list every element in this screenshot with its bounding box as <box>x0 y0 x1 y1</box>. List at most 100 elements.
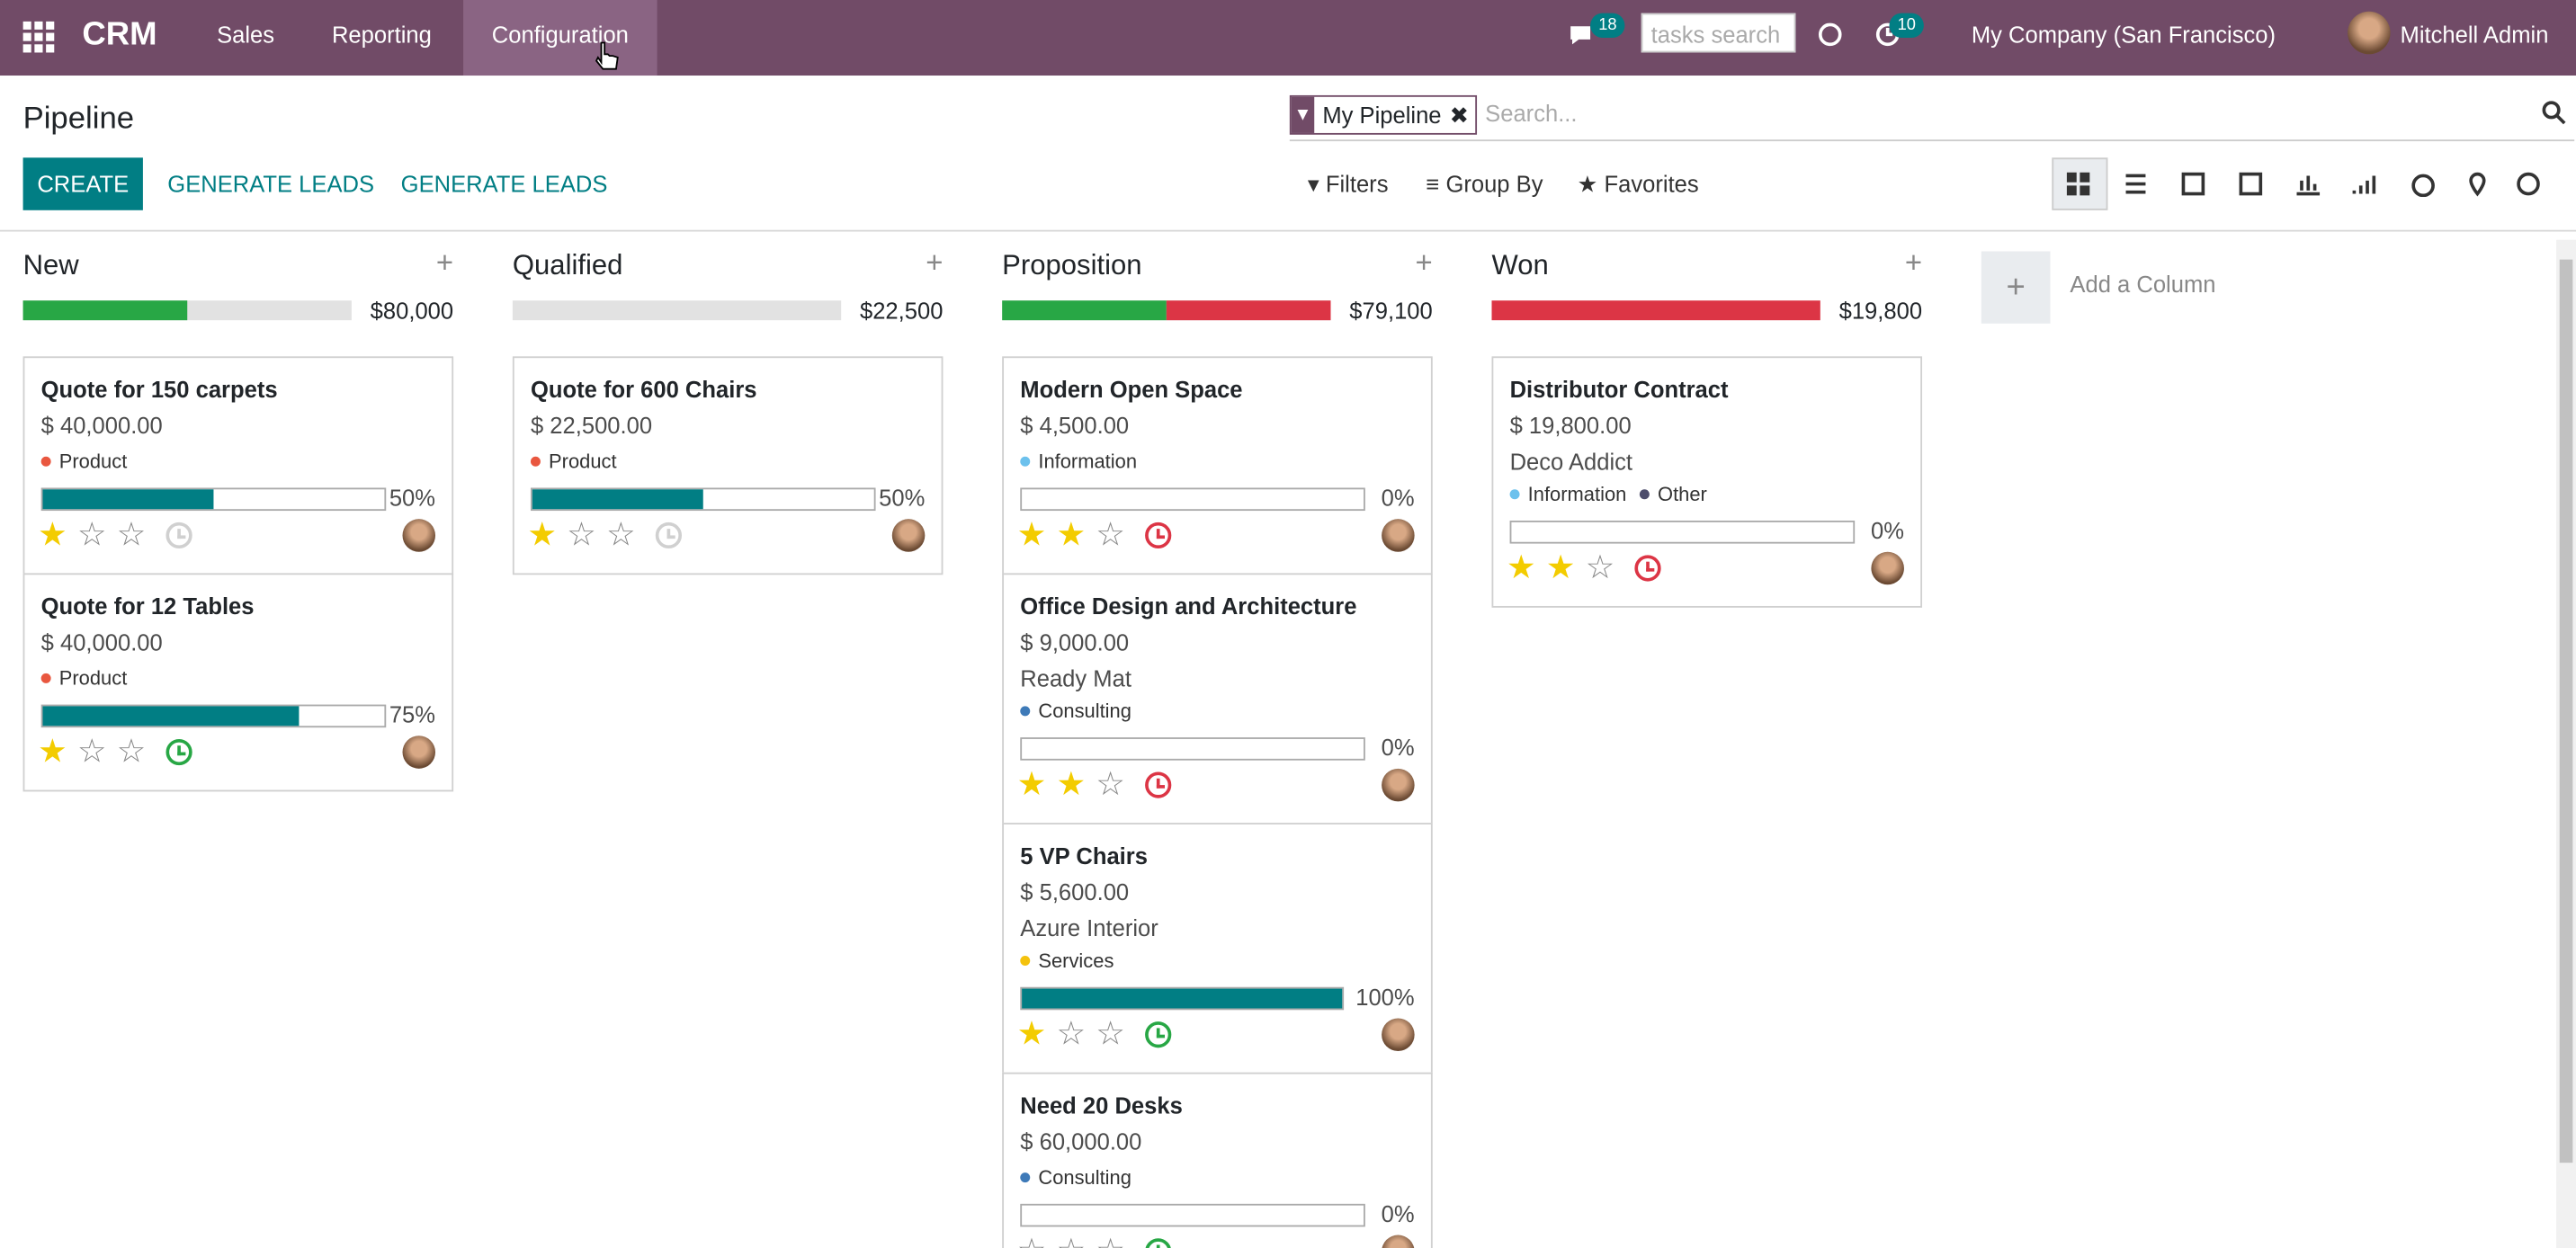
menu-item[interactable]: Configuration <box>463 0 657 76</box>
apps-icon[interactable] <box>22 21 57 55</box>
activity-clock[interactable] <box>1145 771 1172 798</box>
priority-star[interactable]: ☆ <box>1096 1016 1126 1053</box>
filters-button[interactable]: ▾ Filters <box>1307 170 1389 198</box>
column-progress <box>1491 300 1820 321</box>
user-menu[interactable]: Mitchell Admin <box>2400 21 2549 48</box>
user-avatar[interactable] <box>2348 11 2391 55</box>
progress-segment[interactable] <box>1166 300 1331 321</box>
priority-star[interactable]: ☆ <box>1096 766 1126 804</box>
tag: Information <box>1509 478 1626 512</box>
column-quick-add[interactable]: + <box>1415 245 1433 280</box>
priority-star[interactable]: ☆ <box>1096 1234 1125 1248</box>
favorites-label: Favorites <box>1604 170 1699 198</box>
column-header: Proposition + $79,100 <box>1002 230 1433 358</box>
search-facet: ▼ My Pipeline ✖ <box>1289 94 1478 135</box>
tag: Information <box>1020 445 1137 478</box>
search-icon[interactable] <box>2542 100 2568 126</box>
priority-star[interactable]: ☆ <box>116 517 147 554</box>
messages-badge: 18 <box>1590 13 1625 39</box>
lead-card[interactable]: Quote for 150 carpets $ 40,000.00 Product 5… <box>22 356 454 575</box>
priority-star[interactable]: ★ <box>1016 1016 1047 1053</box>
facet-remove[interactable]: ✖ <box>1449 102 1470 129</box>
lead-card[interactable]: Office Design and Architecture $ 9,000.00… <box>1002 573 1433 825</box>
column-header: Won + $19,800 <box>1491 230 1922 358</box>
menu-item[interactable]: Reporting <box>331 21 432 48</box>
lead-card[interactable]: Modern Open Space $ 4,500.00 Information 0%… <box>1002 356 1433 575</box>
progress-segment[interactable] <box>22 300 188 321</box>
probability-row: 75% <box>40 698 435 734</box>
add-column-button[interactable]: + <box>1981 251 2051 324</box>
activity-clock[interactable] <box>1145 1238 1172 1248</box>
priority-star[interactable]: ☆ <box>1585 549 1615 587</box>
priority-star[interactable]: ☆ <box>1096 517 1126 554</box>
tag: Consulting <box>1020 695 1131 728</box>
priority-star[interactable]: ★ <box>1056 517 1087 554</box>
tasks-search[interactable]: tasks search <box>1641 13 1796 53</box>
kanban-column: Proposition + $79,100 Modern Open Space $ 4,… <box>1002 230 1433 1248</box>
probability-bar <box>1020 1203 1365 1227</box>
priority-star[interactable]: ★ <box>1016 766 1047 804</box>
priority-star[interactable]: ★ <box>1545 549 1576 587</box>
priority-star[interactable]: ☆ <box>116 734 147 771</box>
add-column-label[interactable]: Add a Column <box>2070 271 2216 298</box>
lead-card[interactable]: Need 20 Desks $ 60,000.00 Consulting 0% ☆ ☆ ☆ <box>1002 1072 1433 1248</box>
priority-star[interactable]: ☆ <box>1056 1234 1086 1248</box>
card-amount: $ 5,600.00 <box>1020 878 1130 905</box>
favorites-button[interactable]: ★ Favorites <box>1577 170 1699 198</box>
card-footer: ☆ ☆ ☆ <box>1017 1234 1415 1248</box>
priority-star[interactable]: ★ <box>1016 517 1047 554</box>
probability-fill <box>532 489 703 510</box>
search-input[interactable]: Search... <box>1485 100 1578 127</box>
clock-hand <box>177 529 186 539</box>
priority-star[interactable]: ☆ <box>605 517 636 554</box>
company-switcher[interactable]: My Company (San Francisco) <box>1971 21 2276 48</box>
menu-item[interactable]: Sales <box>217 21 275 48</box>
column-quick-add[interactable]: + <box>926 245 944 280</box>
lead-card[interactable]: Quote for 600 Chairs $ 22,500.00 Product 50… <box>512 356 944 575</box>
probability-label: 50% <box>389 484 436 512</box>
page-title: Pipeline <box>22 102 135 137</box>
groupby-button[interactable]: ≡ Group By <box>1426 170 1543 198</box>
activity-clock[interactable] <box>655 521 683 549</box>
column-title: Proposition <box>1002 249 1142 281</box>
tag-name: Consulting <box>1038 1165 1131 1190</box>
lead-card[interactable]: Distributor Contract $ 19,800.00 Deco Addi… <box>1491 356 1923 608</box>
tag-dot <box>40 673 51 683</box>
generate-leads-button[interactable]: GENERATE LEADS <box>400 170 608 198</box>
activities-badge: 10 <box>1889 13 1925 39</box>
probability-fill <box>42 706 300 727</box>
kanban-view-button[interactable] <box>2052 157 2108 210</box>
priority-star[interactable]: ★ <box>38 734 67 771</box>
salesperson-avatar <box>891 519 926 552</box>
priority-star[interactable]: ★ <box>1506 549 1536 587</box>
activity-clock[interactable] <box>1634 555 1661 582</box>
messages-icon[interactable] <box>1568 22 1601 51</box>
priority-star[interactable]: ★ <box>1056 766 1087 804</box>
probability-row: 100% <box>1020 980 1415 1016</box>
priority-star[interactable]: ☆ <box>76 734 107 771</box>
salesperson-avatar <box>402 519 436 552</box>
column-quick-add[interactable]: + <box>1904 245 1923 280</box>
lead-card[interactable]: 5 VP Chairs $ 5,600.00 Azure Interior Servi… <box>1002 823 1433 1074</box>
activity-clock[interactable] <box>165 521 192 549</box>
priority-star[interactable]: ☆ <box>1056 1016 1087 1053</box>
probability-label: 100% <box>1355 984 1415 1011</box>
sync-icon[interactable] <box>1815 20 1845 49</box>
progress-segment[interactable] <box>1002 300 1167 321</box>
priority-star[interactable]: ☆ <box>1017 1234 1047 1248</box>
progress-segment[interactable] <box>1491 300 1820 321</box>
priority-star[interactable]: ★ <box>38 517 67 554</box>
generate-leads-button[interactable]: GENERATE LEADS <box>167 170 375 198</box>
activity-clock[interactable] <box>165 738 192 766</box>
create-button[interactable]: CREATE <box>22 157 143 210</box>
priority-star[interactable]: ☆ <box>567 517 596 554</box>
activity-clock[interactable] <box>1145 1021 1172 1048</box>
priority-star[interactable]: ☆ <box>76 517 107 554</box>
card-title: Office Design and Architecture <box>1020 593 1357 620</box>
activity-clock[interactable] <box>1145 521 1172 549</box>
lead-card[interactable]: Quote for 12 Tables $ 40,000.00 Product 75%… <box>22 573 454 792</box>
app-name[interactable]: CRM <box>82 16 157 53</box>
search-bar[interactable]: ▼ My Pipeline ✖ Search... <box>1289 94 2575 142</box>
column-quick-add[interactable]: + <box>435 245 454 280</box>
priority-star[interactable]: ★ <box>527 517 558 554</box>
